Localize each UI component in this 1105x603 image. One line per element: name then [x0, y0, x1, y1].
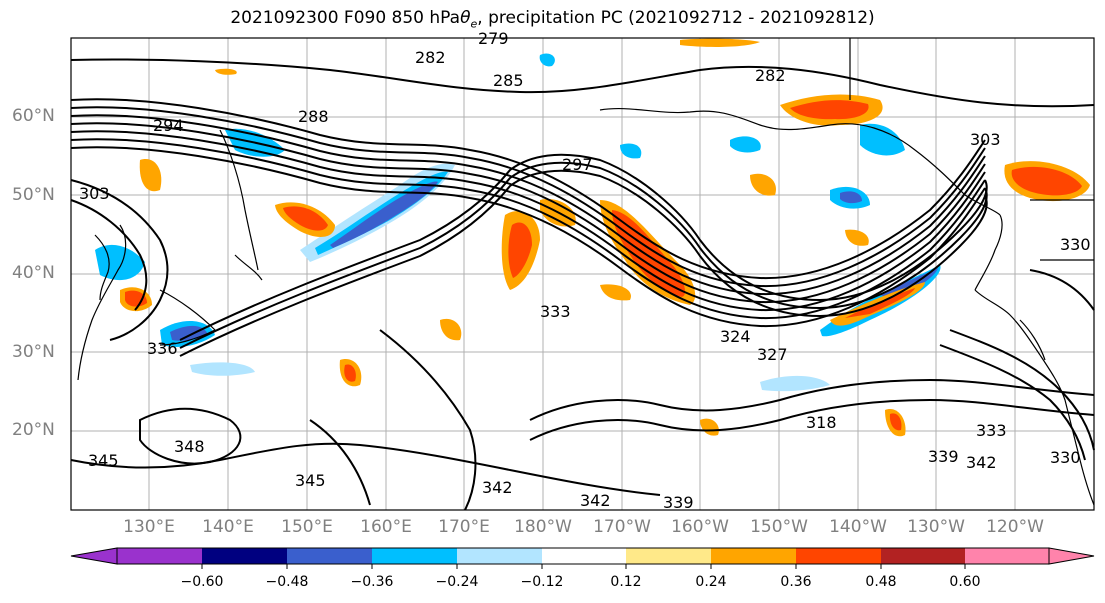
contour-label: 294	[153, 116, 184, 135]
contour-label: 282	[415, 48, 446, 67]
lat-label: 60°N	[12, 106, 55, 126]
colorbar-segment	[372, 548, 457, 564]
lat-label: 30°N	[12, 342, 55, 362]
lon-label: 130°E	[123, 517, 175, 537]
colorbar-segment	[542, 548, 626, 564]
lon-label: 150°E	[281, 517, 333, 537]
colorbar-tick-label: 0.48	[865, 574, 897, 590]
contour-label: 318	[806, 413, 837, 432]
title-prefix: 2021092300 F090 850 hPa	[230, 8, 461, 28]
title-suffix: , precipitation PC (2021092712 - 2021092…	[477, 8, 875, 28]
colorbar-segment	[881, 548, 965, 564]
contour-label: 330	[1050, 448, 1081, 467]
lon-label: 120°W	[986, 517, 1044, 537]
contour-label: 333	[540, 302, 571, 321]
colorbar-segment	[287, 548, 372, 564]
map-frame	[70, 37, 1095, 511]
colorbar-segment	[796, 548, 881, 564]
colorbar-tick-label: −0.36	[350, 574, 394, 590]
contour-label: 303	[970, 130, 1001, 149]
contour-label: 342	[966, 453, 997, 472]
contour-label: 339	[663, 493, 694, 512]
coastlines	[77, 38, 1095, 506]
title-theta: θe	[460, 8, 478, 31]
colorbar	[70, 547, 1095, 569]
colorbar-tick-label: −0.48	[265, 574, 309, 590]
colorbar-tick-label: −0.60	[180, 574, 224, 590]
lon-label: 150°W	[750, 517, 808, 537]
contour-label: 297	[562, 155, 593, 174]
contour-label: 348	[174, 437, 205, 456]
colorbar-tick-label: 0.12	[610, 574, 642, 590]
contour-label: 339	[928, 447, 959, 466]
colorbar-tick-label: 0.24	[695, 574, 727, 590]
colorbar-extend-left	[70, 547, 118, 565]
contour-label: 345	[295, 471, 326, 490]
colorbar-extend-right	[1048, 547, 1095, 565]
contour-label: 303	[79, 184, 110, 203]
contour-label: 345	[88, 451, 119, 470]
lon-label: 140°W	[829, 517, 887, 537]
colorbar-tick-label: −0.24	[435, 574, 479, 590]
colorbar-tick-label: 0.36	[780, 574, 812, 590]
theta-e-contours	[70, 58, 1095, 511]
lat-label: 50°N	[12, 185, 55, 205]
lon-label: 160°W	[671, 517, 729, 537]
contour-label: 342	[482, 478, 513, 497]
contour-label: 285	[493, 71, 524, 90]
lon-label: 170°W	[593, 517, 651, 537]
colorbar-tick-label: 0.60	[949, 574, 981, 590]
lon-label: 170°E	[438, 517, 490, 537]
lon-label: 130°W	[907, 517, 965, 537]
colorbar-segment	[711, 548, 796, 564]
contour-label: 336	[147, 339, 178, 358]
figure-title: 2021092300 F090 850 hPa θe, precipitatio…	[0, 8, 1105, 30]
colorbar-segment	[117, 548, 202, 564]
contour-label: 327	[757, 345, 788, 364]
colorbar-segment	[202, 548, 287, 564]
colorbar-segment	[965, 548, 1049, 564]
contour-labels: 282 279 285 282 288 294 297 303 303 330 …	[79, 29, 1091, 512]
lon-label: 140°E	[202, 517, 254, 537]
contour-label: 324	[720, 327, 751, 346]
colorbar-tick-label: −0.12	[520, 574, 564, 590]
colorbar-segment	[626, 548, 711, 564]
lat-label: 20°N	[12, 420, 55, 440]
lat-label: 40°N	[12, 263, 55, 283]
lon-label: 160°E	[360, 517, 412, 537]
lon-label: 180°W	[514, 517, 572, 537]
contour-label: 288	[298, 107, 329, 126]
contour-label: 333	[976, 421, 1007, 440]
contour-label: 342	[580, 491, 611, 510]
contour-label: 282	[755, 66, 786, 85]
colorbar-segment	[457, 548, 542, 564]
contour-label: 330	[1060, 235, 1091, 254]
